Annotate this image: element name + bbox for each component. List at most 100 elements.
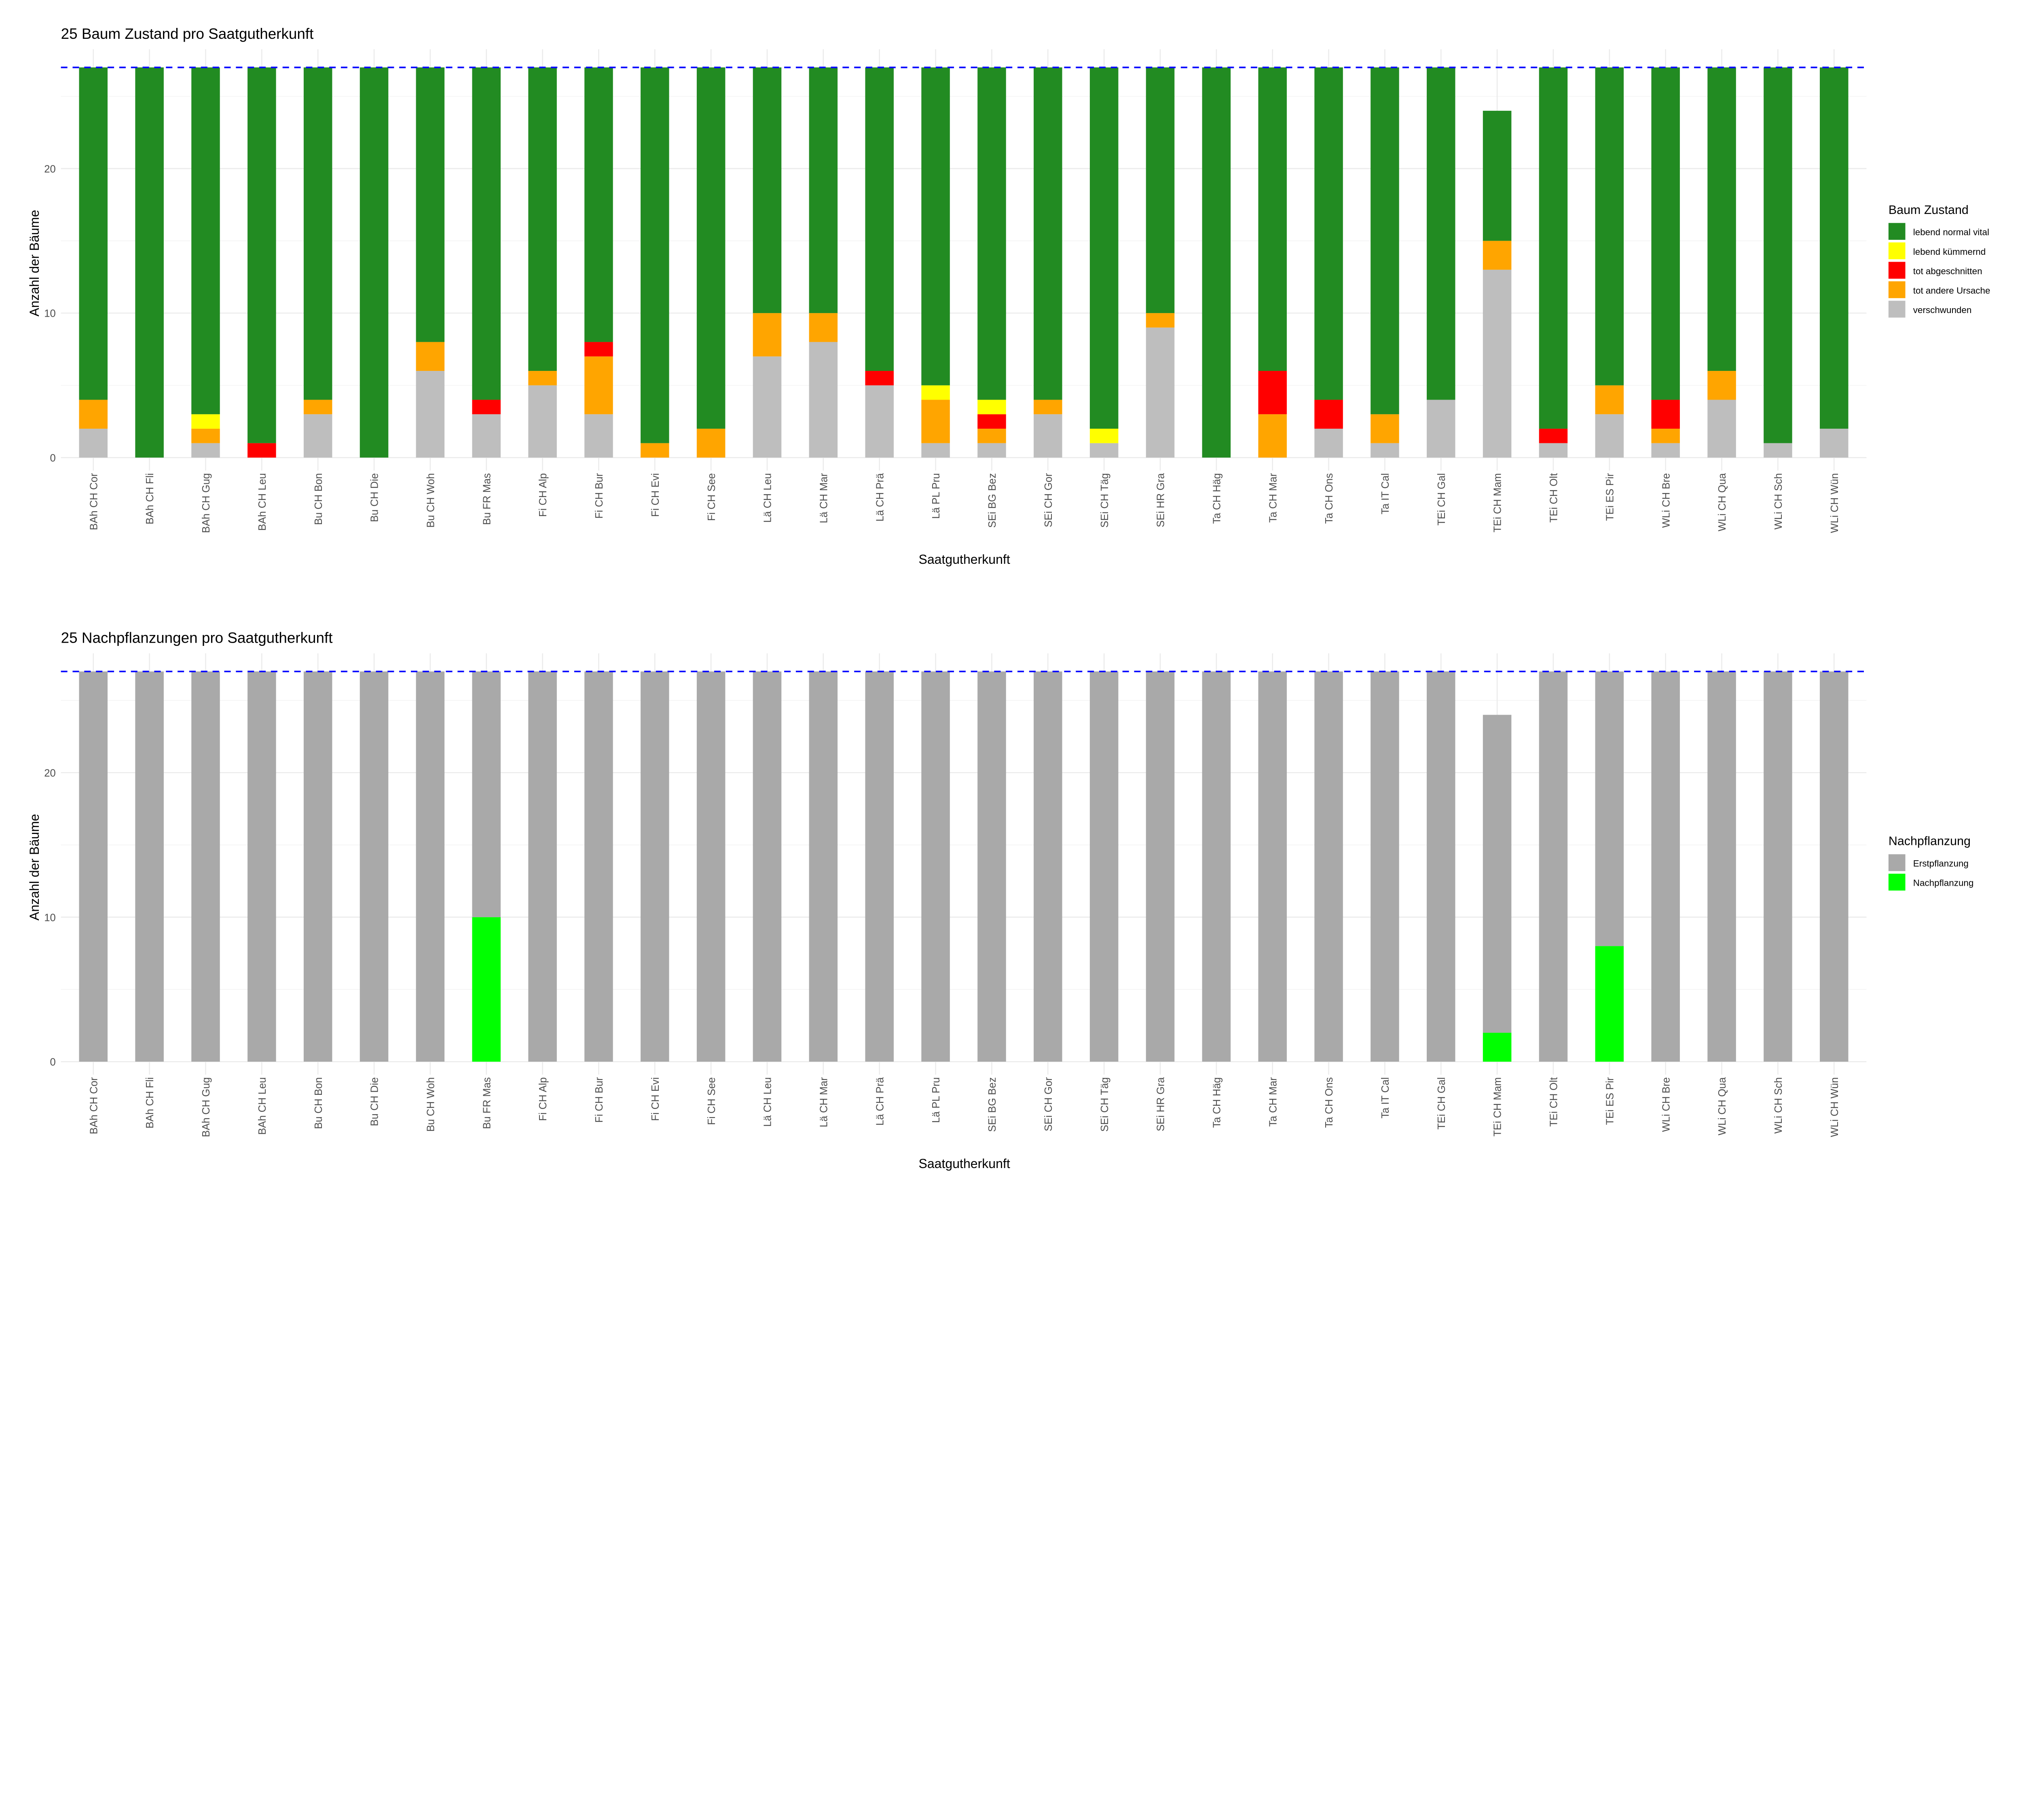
bar-segment-lebend-kümmernd [921, 385, 950, 400]
bar-segment-verschwunden [865, 385, 894, 458]
bar-segment-tot-andere-ursache [1595, 385, 1624, 415]
x-tick-label: SEi CH Gor [1043, 473, 1054, 527]
x-tick-label: BAh CH Leu [257, 1077, 268, 1134]
legend-label: tot andere Ursache [1913, 286, 1990, 296]
x-tick-label: Bu CH Die [369, 473, 381, 522]
bar-segment-tot-andere-ursache [753, 313, 782, 357]
figure: 0 10 20 BAh CH Cor BAh CH Fli BAh CH Gug BAh C… [27, 25, 1990, 1171]
bar-segment-lebend-normal-vital [584, 67, 613, 342]
x-tick-label: Fi CH Bur [594, 473, 605, 518]
bar-segment-lebend-normal-vital [1371, 67, 1399, 415]
x-tick-label: WLi CH Bre [1660, 1077, 1672, 1132]
legend-key [1888, 301, 1906, 318]
x-tick-label: Fi CH Alp [537, 1077, 549, 1121]
x-tick-label: TEi CH Mam [1492, 473, 1504, 533]
bar-segment-tot-andere-ursache [921, 400, 950, 443]
x-tick-label: SEi HR Gra [1155, 473, 1167, 527]
bar-segment-verschwunden [1089, 443, 1119, 458]
bar-segment-tot-andere-ursache [1651, 428, 1680, 443]
bar-segment-lebend-normal-vital [977, 67, 1006, 400]
x-tick-label: BAh CH Leu [257, 473, 268, 531]
legend-key [1888, 874, 1906, 891]
legend-label: lebend kümmernd [1913, 247, 1986, 257]
x-tick-label: Ta CH Ons [1324, 1077, 1335, 1128]
x-tick-label: Ta IT Cal [1380, 1077, 1391, 1118]
bar-segment-tot-andere-ursache [1258, 414, 1287, 458]
bar-segment-tot-andere-ursache [528, 371, 557, 385]
bar-segment-erstpflanzung [1089, 671, 1119, 1062]
bar-segment-verschwunden [191, 443, 220, 458]
bar-segment-erstpflanzung [1146, 671, 1175, 1062]
bar-segment-tot-andere-ursache [1707, 371, 1736, 400]
bar-segment-lebend-normal-vital [865, 67, 894, 371]
x-tick-label: Lä CH Prä [874, 1077, 886, 1126]
bar-segment-erstpflanzung [696, 671, 725, 1062]
bar-segment-erstpflanzung [1034, 671, 1062, 1062]
legend-label: tot abgeschnitten [1913, 266, 1982, 276]
bar-segment-erstpflanzung [1314, 671, 1343, 1062]
bar-segment-lebend-normal-vital [1427, 67, 1455, 400]
bar-segment-lebend-normal-vital [1595, 67, 1624, 385]
bar-segment-tot-abgeschnitten [977, 414, 1006, 429]
bar-segment-lebend-normal-vital [921, 67, 950, 385]
bar-segment-erstpflanzung [753, 671, 782, 1062]
x-axis-title: Saatgutherkunft [918, 552, 1010, 567]
x-tick-label: WLi CH Bre [1660, 473, 1672, 528]
legend-key [1888, 281, 1906, 298]
x-tick-label: Lä CH Leu [762, 1077, 774, 1127]
bar-segment-lebend-normal-vital [1764, 67, 1792, 443]
x-tick-label: Fi CH Alp [537, 473, 549, 517]
bar-segment-erstpflanzung [472, 671, 501, 917]
legend-key [1888, 223, 1906, 240]
y-tick-label: 20 [44, 163, 56, 175]
y-tick-label: 10 [44, 912, 56, 923]
bar-segment-lebend-normal-vital [1146, 67, 1175, 313]
bar-segment-lebend-normal-vital [1483, 110, 1512, 241]
bar-segment-erstpflanzung [584, 671, 613, 1062]
bar-segment-erstpflanzung [528, 671, 557, 1062]
bar-segment-tot-abgeschnitten [1651, 400, 1680, 429]
legend-label: lebend normal vital [1913, 227, 1989, 237]
x-tick-label: Ta CH Ons [1324, 473, 1335, 524]
bar-segment-lebend-normal-vital [1034, 67, 1062, 400]
bar-segment-verschwunden [1034, 414, 1062, 458]
bar-segment-lebend-normal-vital [641, 67, 669, 443]
bar-segment-verschwunden [1146, 327, 1175, 458]
legend-key [1888, 242, 1906, 260]
legend-title: Nachpflanzung [1889, 834, 1971, 848]
bar-segment-erstpflanzung [1651, 671, 1680, 1062]
chart-2: 0 10 20 BAh CH Cor BAh CH Fli BAh CH Gug BAh C… [27, 630, 1973, 1171]
chart-title: 25 Nachpflanzungen pro Saatgutherkunft [61, 630, 333, 646]
x-tick-label: Lä PL Pru [931, 1077, 942, 1123]
bar-segment-lebend-normal-vital [79, 67, 108, 400]
x-tick-label: TEi ES Pir [1604, 473, 1616, 521]
x-tick-label: WLi CH Qua [1717, 473, 1728, 531]
bar-segment-verschwunden [809, 342, 838, 458]
bar-segment-verschwunden [977, 443, 1006, 458]
legend-title: Baum Zustand [1889, 203, 1969, 217]
bar-segment-lebend-normal-vital [1707, 67, 1736, 371]
bar-segment-lebend-normal-vital [1314, 67, 1343, 400]
bar-segment-tot-andere-ursache [1483, 241, 1512, 270]
bar-segment-lebend-normal-vital [191, 67, 220, 415]
bar-segment-verschwunden [1314, 428, 1343, 458]
bar-segment-verschwunden [1820, 428, 1849, 458]
x-tick-label: Bu CH Woh [425, 1077, 437, 1132]
x-tick-label: Fi CH Evi [650, 1077, 661, 1121]
x-axis-title: Saatgutherkunft [918, 1156, 1010, 1171]
bar-segment-tot-andere-ursache [79, 400, 108, 429]
bar-segment-verschwunden [1764, 443, 1792, 458]
bar-segment-tot-andere-ursache [584, 356, 613, 415]
bar-segment-verschwunden [584, 414, 613, 458]
bar-segment-verschwunden [1483, 269, 1512, 458]
x-tick-label: TEi CH Mam [1492, 1077, 1504, 1136]
bar-segment-erstpflanzung [1539, 671, 1568, 1062]
x-tick-label: SEi HR Gra [1155, 1077, 1167, 1132]
bar-segment-verschwunden [416, 371, 445, 458]
bar-segment-verschwunden [921, 443, 950, 458]
x-tick-label: WLi CH Qua [1717, 1077, 1728, 1136]
bar-segment-erstpflanzung [1371, 671, 1399, 1062]
bar-segment-tot-andere-ursache [641, 443, 669, 458]
bar-segment-lebend-normal-vital [416, 67, 445, 342]
bar-segment-erstpflanzung [79, 671, 108, 1062]
